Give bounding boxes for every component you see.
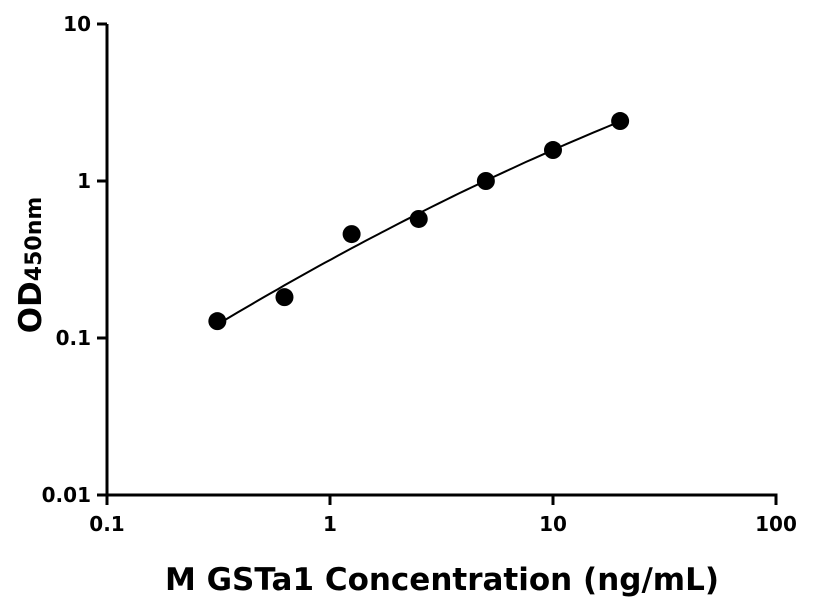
ticks: 0.1 1 10 100 0.01 0.1 1 10 <box>42 12 797 536</box>
y-axis-label: OD450nm <box>13 197 49 334</box>
data-point <box>275 288 294 307</box>
data-points <box>208 112 630 331</box>
data-point <box>476 172 495 190</box>
data-point <box>409 209 428 228</box>
x-tick-label: 1 <box>323 512 337 536</box>
data-point <box>611 112 630 131</box>
data-point <box>342 225 361 244</box>
x-axis-label: M GSTa1 Concentration (ng/mL) <box>165 562 719 598</box>
y-tick-label: 0.01 <box>42 483 91 507</box>
x-tick-label: 100 <box>755 512 797 536</box>
y-tick-label: 0.1 <box>56 326 91 350</box>
data-point <box>208 312 227 331</box>
y-axis-label-main: OD <box>13 281 49 333</box>
y-tick-label: 10 <box>63 12 91 36</box>
x-tick-label: 0.1 <box>89 512 124 536</box>
x-tick-label: 10 <box>539 512 567 536</box>
axes <box>105 24 778 497</box>
y-axis-label-sub: 450nm <box>22 197 47 282</box>
y-tick-label: 1 <box>77 169 91 193</box>
data-point <box>544 141 562 160</box>
